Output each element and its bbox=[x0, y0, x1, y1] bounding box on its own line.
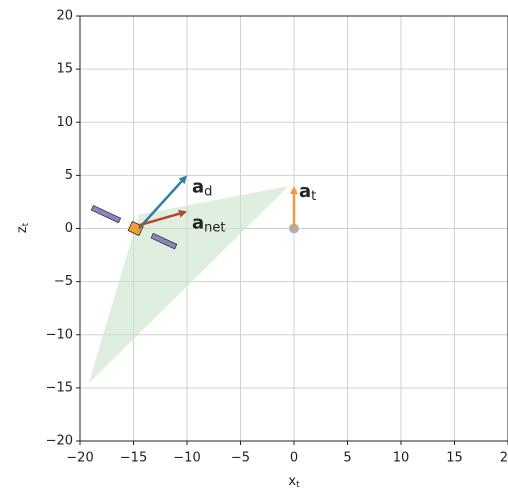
x-tick-label: 15 bbox=[446, 451, 463, 466]
vector-label-main: a bbox=[299, 181, 311, 202]
vector-label-main: a bbox=[192, 176, 204, 197]
x-tick-label: 0 bbox=[290, 451, 298, 466]
x-axis-label: xt bbox=[288, 474, 300, 489]
y-tick-label: −5 bbox=[54, 274, 73, 289]
y-tick-label: 20 bbox=[56, 9, 73, 24]
x-tick-label: 5 bbox=[343, 451, 351, 466]
y-tick-label: 15 bbox=[56, 62, 73, 77]
x-tick-label: 20 bbox=[500, 451, 508, 466]
vector-label-sub: t bbox=[311, 189, 316, 204]
vector-label: at bbox=[299, 181, 316, 204]
feasible-region bbox=[89, 186, 289, 384]
y-tick-label: 10 bbox=[56, 115, 73, 130]
y-tick-label: 0 bbox=[65, 221, 73, 236]
x-tick-label: 10 bbox=[393, 451, 410, 466]
vector-label: ad bbox=[192, 176, 212, 199]
y-tick-label: 5 bbox=[65, 168, 73, 183]
vector-label-main: a bbox=[192, 213, 204, 234]
drone-arm bbox=[91, 205, 120, 222]
y-tick-label: −15 bbox=[46, 380, 73, 395]
y-axis-label: zt bbox=[15, 222, 31, 233]
chart: xt zt −20 −15 −10 −5 0 5 10 15 20 −20 −15 −10 −5 0 5 10… bbox=[0, 0, 508, 489]
y-tick-label: −20 bbox=[46, 434, 73, 449]
vector-label-sub: net bbox=[204, 220, 225, 235]
x-tick-label: −20 bbox=[66, 451, 93, 466]
x-tick-label: −15 bbox=[120, 451, 147, 466]
vector bbox=[290, 186, 298, 229]
vector-label-sub: d bbox=[204, 184, 212, 199]
x-tick-label: −5 bbox=[231, 451, 250, 466]
y-tick-label: −10 bbox=[46, 327, 73, 342]
x-tick-label: −10 bbox=[173, 451, 200, 466]
vector-head bbox=[290, 186, 298, 194]
